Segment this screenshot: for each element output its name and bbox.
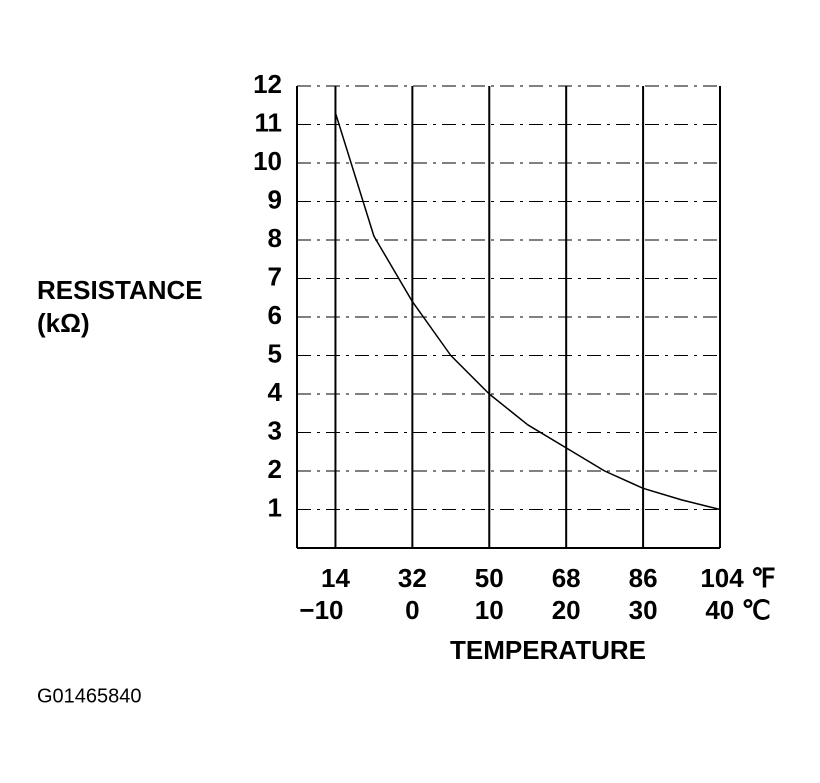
y-tick-label: 5 [268, 338, 282, 368]
x-tick-label-fahrenheit: 104 ℉ [700, 563, 775, 593]
curve [334, 112, 721, 511]
x-tick-label-fahrenheit: 50 [475, 563, 504, 593]
y-tick-label: 10 [253, 146, 282, 176]
x-tick-label: 20 [552, 595, 581, 625]
x-tick-label: 40 ℃ [705, 595, 770, 625]
y-tick-label: 6 [268, 300, 282, 330]
x-tick-label-fahrenheit: 14 [321, 563, 350, 593]
x-tick-label-fahrenheit: 32 [398, 563, 427, 593]
x-tick-label-fahrenheit: 86 [629, 563, 658, 593]
y-tick-label: 7 [268, 261, 282, 291]
y-tick-label: 1 [268, 492, 282, 522]
y-axis-label: RESISTANCE [37, 275, 203, 305]
x-tick-label: 0 [405, 595, 419, 625]
x-tick-label: 30 [629, 595, 658, 625]
y-tick-label: 11 [255, 107, 283, 137]
x-axis-label: TEMPERATURE [450, 635, 646, 665]
y-tick-label: 2 [268, 454, 282, 484]
figure-id: G01465840 [37, 685, 142, 707]
y-tick-label: 4 [268, 377, 283, 407]
x-tick-label-fahrenheit: 68 [552, 563, 581, 593]
x-tick-label: 10 [475, 595, 504, 625]
y-axis-unit: (kΩ) [37, 308, 90, 338]
y-tick-label: 9 [268, 184, 282, 214]
y-tick-label: 8 [268, 223, 282, 253]
y-tick-label: 12 [253, 69, 282, 99]
x-tick-label: −10 [299, 595, 343, 625]
y-tick-label: 3 [268, 415, 282, 445]
